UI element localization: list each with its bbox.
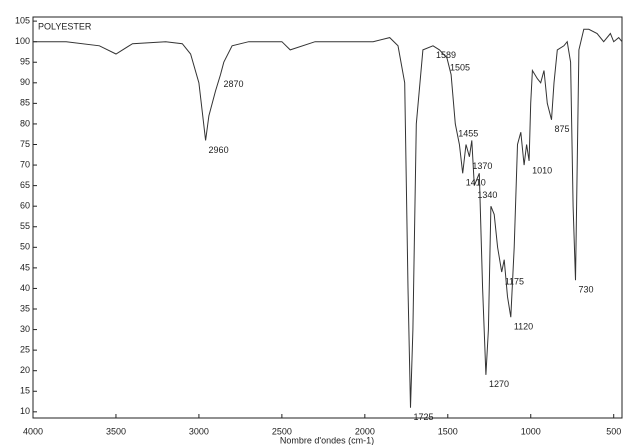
y-tick-label: 60	[20, 201, 30, 211]
peak-label: 1340	[477, 190, 497, 200]
peak-label: 2960	[209, 145, 229, 155]
y-tick-label: 100	[15, 36, 30, 46]
x-tick-label: 2000	[355, 426, 375, 436]
peak-label: 1505	[450, 63, 470, 73]
peak-label: 1010	[532, 165, 552, 175]
y-tick-label: 45	[20, 262, 30, 272]
x-tick-label: 3500	[106, 426, 126, 436]
x-tick-label: 500	[606, 426, 621, 436]
x-tick-label: 4000	[23, 426, 43, 436]
y-tick-label: 15	[20, 386, 30, 396]
peak-label: 1725	[413, 412, 433, 422]
y-tick-label: 35	[20, 303, 30, 313]
peak-label: 875	[554, 124, 569, 134]
spectrum-line	[33, 28, 623, 408]
y-tick-label: 25	[20, 345, 30, 355]
x-tick-label: 2500	[272, 426, 292, 436]
peak-label: 1455	[458, 128, 478, 138]
x-tick-label: 1500	[438, 426, 458, 436]
y-tick-label: 10	[20, 406, 30, 416]
chart-title: POLYESTER	[38, 21, 92, 31]
y-tick-label: 105	[15, 15, 30, 25]
peak-label: 730	[579, 285, 594, 295]
y-tick-label: 85	[20, 98, 30, 108]
y-tick-label: 65	[20, 180, 30, 190]
peak-label: 1175	[505, 276, 524, 286]
y-tick-label: 50	[20, 242, 30, 252]
peak-label: 1410	[466, 178, 486, 188]
peak-label: 1270	[489, 379, 509, 389]
y-tick-label: 75	[20, 139, 30, 149]
plot-frame	[32, 16, 623, 419]
y-tick-label: 30	[20, 324, 30, 334]
y-tick-label: 20	[20, 365, 30, 375]
peak-label: 1120	[514, 322, 533, 332]
y-tick-label: 55	[20, 221, 30, 231]
y-tick-label: 80	[20, 118, 30, 128]
y-tick-label: 90	[20, 77, 30, 87]
peak-label: 1589	[436, 50, 456, 60]
peak-label: 1370	[472, 161, 492, 171]
x-tick-label: 1000	[521, 426, 541, 436]
x-tick-label: 3000	[189, 426, 209, 436]
y-tick-label: 95	[20, 57, 30, 67]
peak-label: 2870	[223, 79, 243, 89]
y-tick-label: 40	[20, 283, 30, 293]
y-tick-label: 70	[20, 159, 30, 169]
x-axis-label: Nombre d'ondes (cm-1)	[280, 435, 374, 445]
